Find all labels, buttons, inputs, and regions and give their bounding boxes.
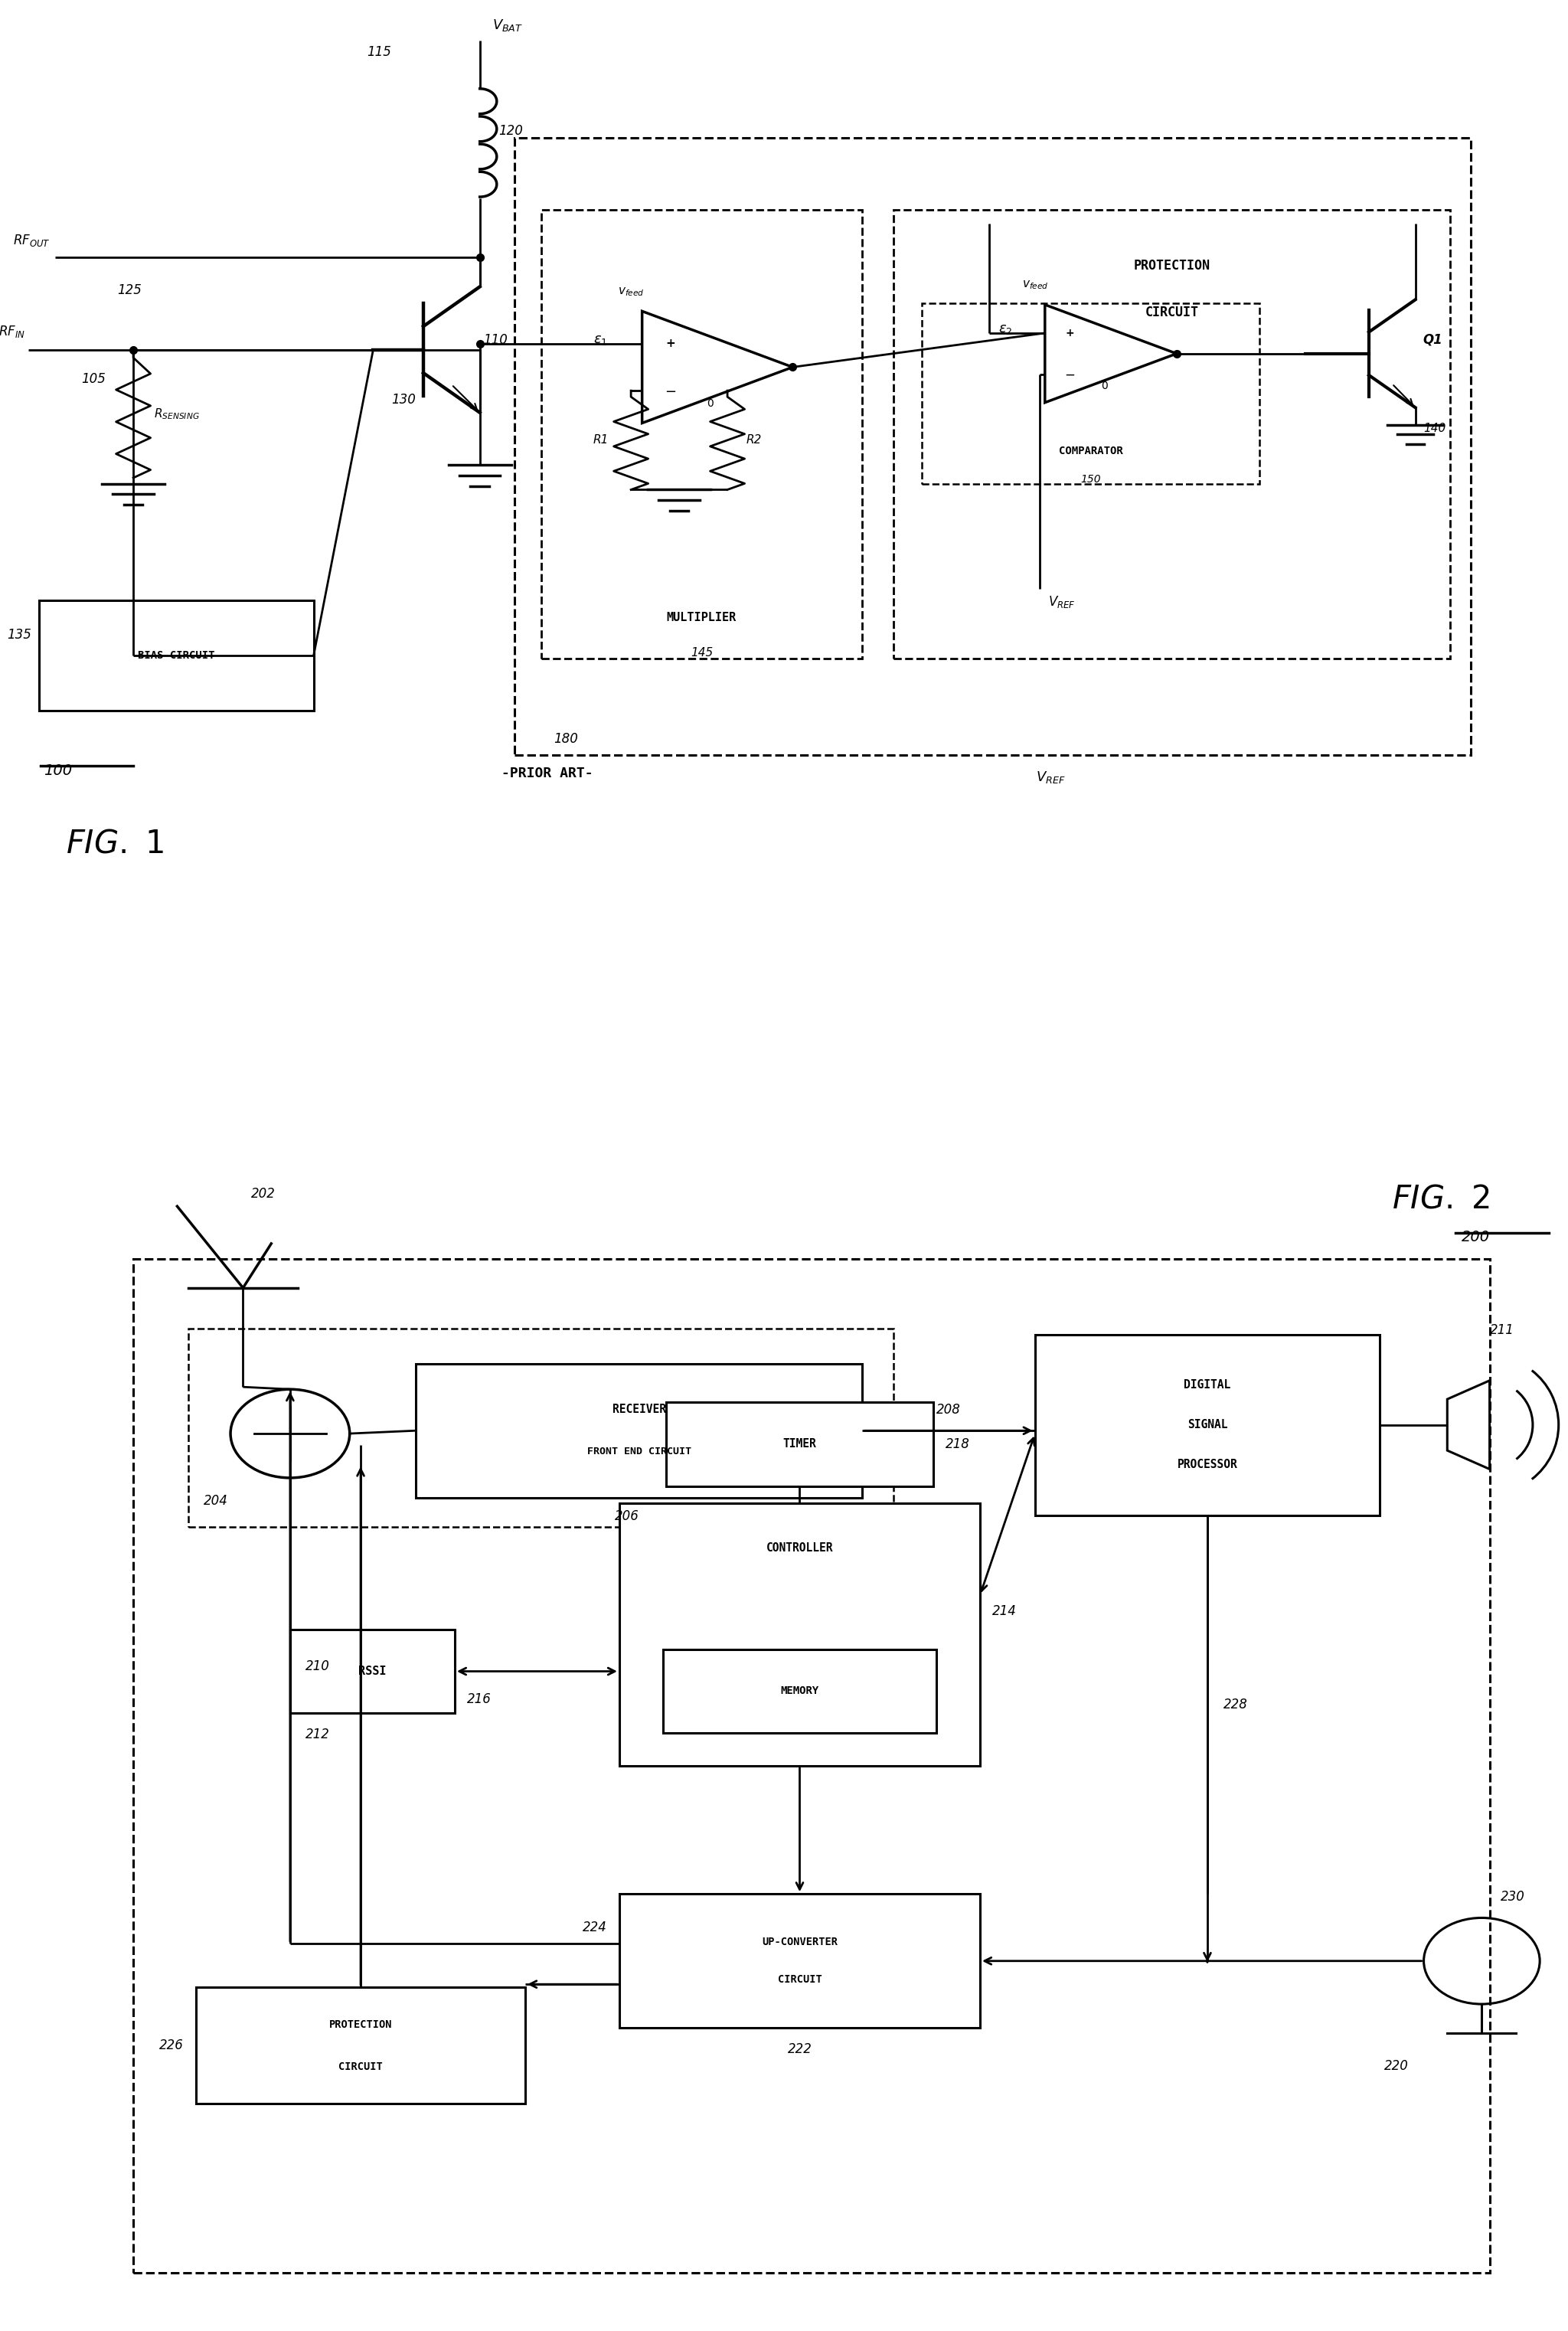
Text: $v_{feed}$: $v_{feed}$ xyxy=(1022,280,1049,291)
Text: $-$: $-$ xyxy=(665,385,676,399)
Text: TIMER: TIMER xyxy=(782,1438,817,1450)
Text: 214: 214 xyxy=(993,1604,1018,1618)
FancyBboxPatch shape xyxy=(39,599,314,711)
Text: 228: 228 xyxy=(1223,1697,1248,1711)
Text: 145: 145 xyxy=(690,646,713,657)
Text: SIGNAL: SIGNAL xyxy=(1187,1420,1228,1431)
Text: RSSI: RSSI xyxy=(359,1667,386,1676)
Text: 216: 216 xyxy=(467,1692,492,1706)
FancyBboxPatch shape xyxy=(1035,1333,1380,1515)
Text: $V_{REF}$: $V_{REF}$ xyxy=(1047,594,1076,611)
Text: 220: 220 xyxy=(1385,2058,1410,2072)
FancyBboxPatch shape xyxy=(619,1893,980,2028)
Text: 222: 222 xyxy=(787,2042,812,2056)
Text: UP-CONVERTER: UP-CONVERTER xyxy=(762,1937,837,1949)
Text: 206: 206 xyxy=(615,1510,640,1522)
Text: Q1: Q1 xyxy=(1424,333,1443,347)
FancyBboxPatch shape xyxy=(663,1650,936,1734)
Text: 226: 226 xyxy=(158,2040,183,2051)
Text: $RF_{IN}$: $RF_{IN}$ xyxy=(0,324,25,338)
Text: MEMORY: MEMORY xyxy=(781,1685,818,1697)
Text: RECEIVER: RECEIVER xyxy=(612,1403,666,1415)
Text: $FIG.\ 2$: $FIG.\ 2$ xyxy=(1392,1182,1490,1214)
Text: -PRIOR ART-: -PRIOR ART- xyxy=(502,767,593,781)
Text: PROTECTION: PROTECTION xyxy=(329,2019,392,2030)
Text: 0: 0 xyxy=(707,399,713,408)
Text: 150: 150 xyxy=(1080,473,1101,485)
Text: $\varepsilon_2$: $\varepsilon_2$ xyxy=(999,322,1013,336)
Text: $\varepsilon_1$: $\varepsilon_1$ xyxy=(594,333,608,347)
Text: +: + xyxy=(1066,329,1074,338)
Text: $R_{SENSING}$: $R_{SENSING}$ xyxy=(154,406,199,422)
Text: $v_{feed}$: $v_{feed}$ xyxy=(618,287,644,298)
Text: PROTECTION: PROTECTION xyxy=(1134,259,1210,273)
Text: $V_{BAT}$: $V_{BAT}$ xyxy=(492,16,524,33)
Text: $RF_{OUT}$: $RF_{OUT}$ xyxy=(13,233,50,247)
Text: 0: 0 xyxy=(1101,380,1107,392)
FancyBboxPatch shape xyxy=(416,1364,862,1497)
Text: DIGITAL: DIGITAL xyxy=(1184,1380,1231,1392)
Text: 212: 212 xyxy=(306,1727,331,1741)
Text: MULTIPLIER: MULTIPLIER xyxy=(666,613,737,622)
Text: 140: 140 xyxy=(1424,422,1446,434)
Text: $FIG.\ 1$: $FIG.\ 1$ xyxy=(66,828,163,860)
Text: CONTROLLER: CONTROLLER xyxy=(767,1543,833,1552)
Text: PROCESSOR: PROCESSOR xyxy=(1178,1459,1237,1471)
Text: 100: 100 xyxy=(44,762,72,779)
Text: CIRCUIT: CIRCUIT xyxy=(339,2061,383,2072)
FancyBboxPatch shape xyxy=(290,1629,455,1713)
Text: 210: 210 xyxy=(306,1660,331,1674)
Text: R1: R1 xyxy=(593,434,608,445)
Text: 230: 230 xyxy=(1501,1890,1526,1904)
Text: 110: 110 xyxy=(483,333,508,347)
Text: 200: 200 xyxy=(1461,1231,1490,1245)
Text: 180: 180 xyxy=(554,732,579,746)
Text: 130: 130 xyxy=(390,394,416,406)
FancyBboxPatch shape xyxy=(619,1503,980,1767)
Text: CIRCUIT: CIRCUIT xyxy=(778,1974,822,1986)
Text: 125: 125 xyxy=(118,284,143,296)
Text: 135: 135 xyxy=(6,629,31,641)
FancyBboxPatch shape xyxy=(666,1401,933,1487)
Text: BIAS CIRCUIT: BIAS CIRCUIT xyxy=(138,650,215,662)
Text: 202: 202 xyxy=(251,1186,276,1200)
Text: 224: 224 xyxy=(582,1921,607,1935)
Text: FRONT END CIRCUIT: FRONT END CIRCUIT xyxy=(586,1448,691,1457)
Text: COMPARATOR: COMPARATOR xyxy=(1058,445,1123,457)
Text: 115: 115 xyxy=(367,47,392,58)
Text: 211: 211 xyxy=(1490,1324,1515,1338)
Text: +: + xyxy=(666,338,676,350)
Text: 218: 218 xyxy=(946,1438,971,1450)
Text: $-$: $-$ xyxy=(1065,368,1076,380)
Text: 105: 105 xyxy=(82,373,107,385)
Text: 208: 208 xyxy=(936,1403,961,1417)
Text: 204: 204 xyxy=(204,1494,229,1508)
Text: CIRCUIT: CIRCUIT xyxy=(1145,305,1200,319)
Text: 120: 120 xyxy=(499,124,524,138)
FancyBboxPatch shape xyxy=(196,1986,525,2103)
Text: R2: R2 xyxy=(746,434,762,445)
Text: $V_{REF}$: $V_{REF}$ xyxy=(1036,769,1065,786)
